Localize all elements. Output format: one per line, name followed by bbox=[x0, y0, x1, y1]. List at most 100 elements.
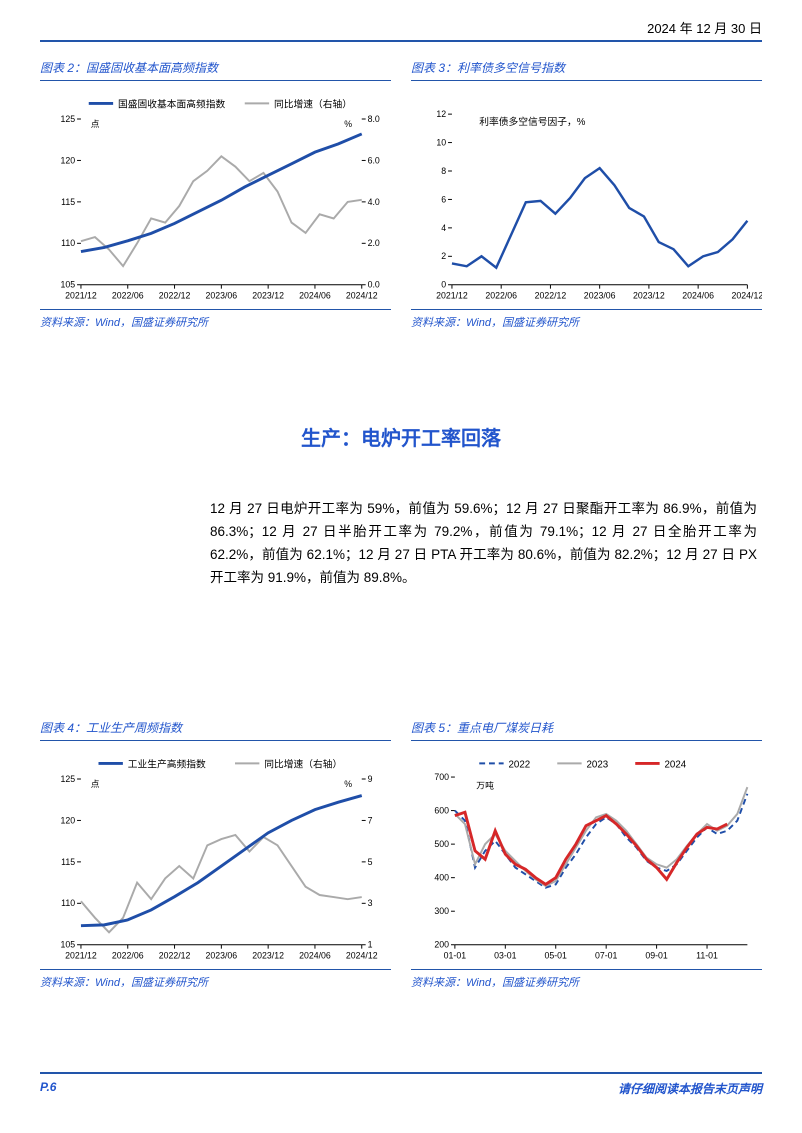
svg-text:4.0: 4.0 bbox=[368, 197, 380, 207]
svg-text:点: 点 bbox=[91, 779, 100, 789]
svg-text:125: 125 bbox=[60, 114, 75, 124]
svg-text:200: 200 bbox=[434, 940, 449, 950]
chart5-plot-area: 20030040050060070001-0103-0105-0107-0109… bbox=[434, 772, 747, 960]
chart4-svg: 工业生产高频指数 同比增速（右轴） 1051101151201251357920… bbox=[40, 747, 391, 967]
svg-text:2021/12: 2021/12 bbox=[436, 290, 468, 300]
chart2-title: 图表 2：国盛固收基本面高频指数 bbox=[40, 55, 391, 81]
chart3-block: 图表 3：利率债多空信号指数 利率债多空信号因子，% 0246810122021… bbox=[411, 55, 762, 330]
chart2-legend: 国盛固收基本面高频指数 同比增速（右轴） bbox=[89, 97, 352, 110]
svg-text:110: 110 bbox=[61, 238, 75, 248]
svg-text:%: % bbox=[344, 119, 352, 129]
svg-text:8.0: 8.0 bbox=[368, 114, 380, 124]
chart2-title-prefix: 图表 2： bbox=[40, 61, 86, 75]
svg-text:0: 0 bbox=[441, 280, 446, 290]
chart4-title-prefix: 图表 4： bbox=[40, 721, 86, 735]
svg-text:12: 12 bbox=[436, 109, 446, 119]
svg-text:2024/06: 2024/06 bbox=[299, 950, 331, 960]
svg-text:2024/06: 2024/06 bbox=[682, 290, 714, 300]
svg-text:3: 3 bbox=[368, 898, 373, 908]
svg-text:0.0: 0.0 bbox=[368, 280, 380, 290]
chart4-title: 图表 4：工业生产周频指数 bbox=[40, 715, 391, 741]
svg-text:300: 300 bbox=[434, 906, 449, 916]
svg-text:2: 2 bbox=[441, 251, 446, 261]
svg-text:2022/06: 2022/06 bbox=[112, 950, 144, 960]
svg-text:2022/06: 2022/06 bbox=[112, 290, 144, 300]
svg-text:600: 600 bbox=[434, 806, 449, 816]
chart5-legend: 2022 2023 2024 bbox=[479, 759, 687, 770]
svg-text:2024/12: 2024/12 bbox=[346, 290, 378, 300]
svg-text:5: 5 bbox=[368, 857, 373, 867]
svg-text:500: 500 bbox=[434, 839, 449, 849]
svg-text:105: 105 bbox=[60, 280, 75, 290]
chart3-plot-area: 0246810122021/122022/062022/122023/06202… bbox=[436, 109, 762, 300]
svg-text:1: 1 bbox=[368, 940, 373, 950]
svg-text:05-01: 05-01 bbox=[545, 950, 568, 960]
chart4-legend1: 工业生产高频指数 bbox=[128, 757, 206, 770]
svg-text:03-01: 03-01 bbox=[494, 950, 517, 960]
chart2-legend1: 国盛固收基本面高频指数 bbox=[118, 97, 225, 110]
chart5-title: 图表 5：重点电厂煤炭日耗 bbox=[411, 715, 762, 741]
chart2-title-text: 国盛固收基本面高频指数 bbox=[86, 61, 218, 75]
svg-text:115: 115 bbox=[61, 857, 75, 867]
page-footer: P.6 请仔细阅读本报告末页声明 bbox=[40, 1072, 762, 1097]
svg-text:2024/12: 2024/12 bbox=[346, 950, 378, 960]
chart4-legend: 工业生产高频指数 同比增速（右轴） bbox=[99, 757, 343, 770]
svg-text:700: 700 bbox=[434, 772, 449, 782]
footer-disclaimer: 请仔细阅读本报告末页声明 bbox=[618, 1080, 762, 1097]
svg-text:2024/12: 2024/12 bbox=[732, 290, 762, 300]
section-heading: 生产：电炉开工率回落 bbox=[0, 422, 802, 451]
chart2-plot-area: 1051101151201250.02.04.06.08.02021/12202… bbox=[60, 114, 379, 300]
chart2-block: 图表 2：国盛固收基本面高频指数 国盛固收基本面高频指数 同比增速（右轴） 10… bbox=[40, 55, 391, 330]
svg-text:点: 点 bbox=[91, 119, 100, 129]
chart2-svg: 国盛固收基本面高频指数 同比增速（右轴） 1051101151201250.02… bbox=[40, 87, 391, 307]
chart4-title-text: 工业生产周频指数 bbox=[86, 721, 182, 735]
body-paragraph: 12 月 27 日电炉开工率为 59%，前值为 59.6%；12 月 27 日聚… bbox=[210, 498, 757, 590]
chart3-title-text: 利率债多空信号指数 bbox=[457, 61, 565, 75]
svg-text:2021/12: 2021/12 bbox=[65, 290, 97, 300]
page-number: P.6 bbox=[40, 1080, 56, 1097]
svg-text:2022/06: 2022/06 bbox=[485, 290, 517, 300]
header-rule bbox=[40, 40, 762, 42]
svg-text:115: 115 bbox=[61, 197, 75, 207]
svg-text:2023/12: 2023/12 bbox=[252, 290, 284, 300]
svg-text:400: 400 bbox=[434, 873, 449, 883]
chart3-title-prefix: 图表 3： bbox=[411, 61, 457, 75]
svg-text:9: 9 bbox=[368, 774, 373, 784]
svg-text:4: 4 bbox=[441, 223, 446, 233]
svg-text:6.0: 6.0 bbox=[368, 155, 380, 165]
chart5-svg: 2022 2023 2024 200 300 400 500 600 700 01-01 03… bbox=[411, 747, 762, 967]
chart5-legend3: 2024 bbox=[665, 759, 687, 770]
svg-text:8: 8 bbox=[441, 166, 446, 176]
chart5-source: 资料来源：Wind，国盛证券研究所 bbox=[411, 969, 762, 990]
svg-text:2024/06: 2024/06 bbox=[299, 290, 331, 300]
svg-text:125: 125 bbox=[60, 774, 75, 784]
svg-text:2022/12: 2022/12 bbox=[159, 290, 191, 300]
chart5-title-prefix: 图表 5： bbox=[411, 721, 457, 735]
svg-text:120: 120 bbox=[60, 815, 75, 825]
svg-text:01-01: 01-01 bbox=[444, 950, 467, 960]
svg-text:105: 105 bbox=[60, 940, 75, 950]
chart3-title: 图表 3：利率债多空信号指数 bbox=[411, 55, 762, 81]
chart5-legend1: 2022 bbox=[509, 759, 531, 770]
chart-row-top: 图表 2：国盛固收基本面高频指数 国盛固收基本面高频指数 同比增速（右轴） 10… bbox=[40, 55, 762, 330]
chart5-title-text: 重点电厂煤炭日耗 bbox=[457, 721, 553, 735]
chart3-svg: 利率债多空信号因子，% 0246810122021/122022/062022/… bbox=[411, 87, 762, 307]
svg-text:万吨: 万吨 bbox=[476, 780, 494, 791]
svg-text:2022/12: 2022/12 bbox=[535, 290, 567, 300]
svg-text:2023/12: 2023/12 bbox=[252, 950, 284, 960]
svg-text:10: 10 bbox=[436, 137, 446, 147]
svg-text:2023/06: 2023/06 bbox=[206, 290, 238, 300]
chart5-legend2: 2023 bbox=[587, 759, 609, 770]
svg-text:11-01: 11-01 bbox=[696, 950, 718, 960]
chart4-plot-area: 105110115120125135792021/122022/062022/1… bbox=[60, 774, 377, 960]
svg-text:110: 110 bbox=[61, 898, 75, 908]
chart2-legend2: 同比增速（右轴） bbox=[274, 97, 352, 110]
chart2-source: 资料来源：Wind，国盛证券研究所 bbox=[40, 309, 391, 330]
chart4-block: 图表 4：工业生产周频指数 工业生产高频指数 同比增速（右轴） 10511011… bbox=[40, 715, 391, 990]
svg-text:2021/12: 2021/12 bbox=[65, 950, 97, 960]
chart3-source: 资料来源：Wind，国盛证券研究所 bbox=[411, 309, 762, 330]
svg-text:2023/06: 2023/06 bbox=[206, 950, 238, 960]
page-date: 2024 年 12 月 30 日 bbox=[647, 18, 762, 37]
svg-text:07-01: 07-01 bbox=[595, 950, 618, 960]
chart5-block: 图表 5：重点电厂煤炭日耗 2022 2023 2024 200 300 400 50… bbox=[411, 715, 762, 990]
